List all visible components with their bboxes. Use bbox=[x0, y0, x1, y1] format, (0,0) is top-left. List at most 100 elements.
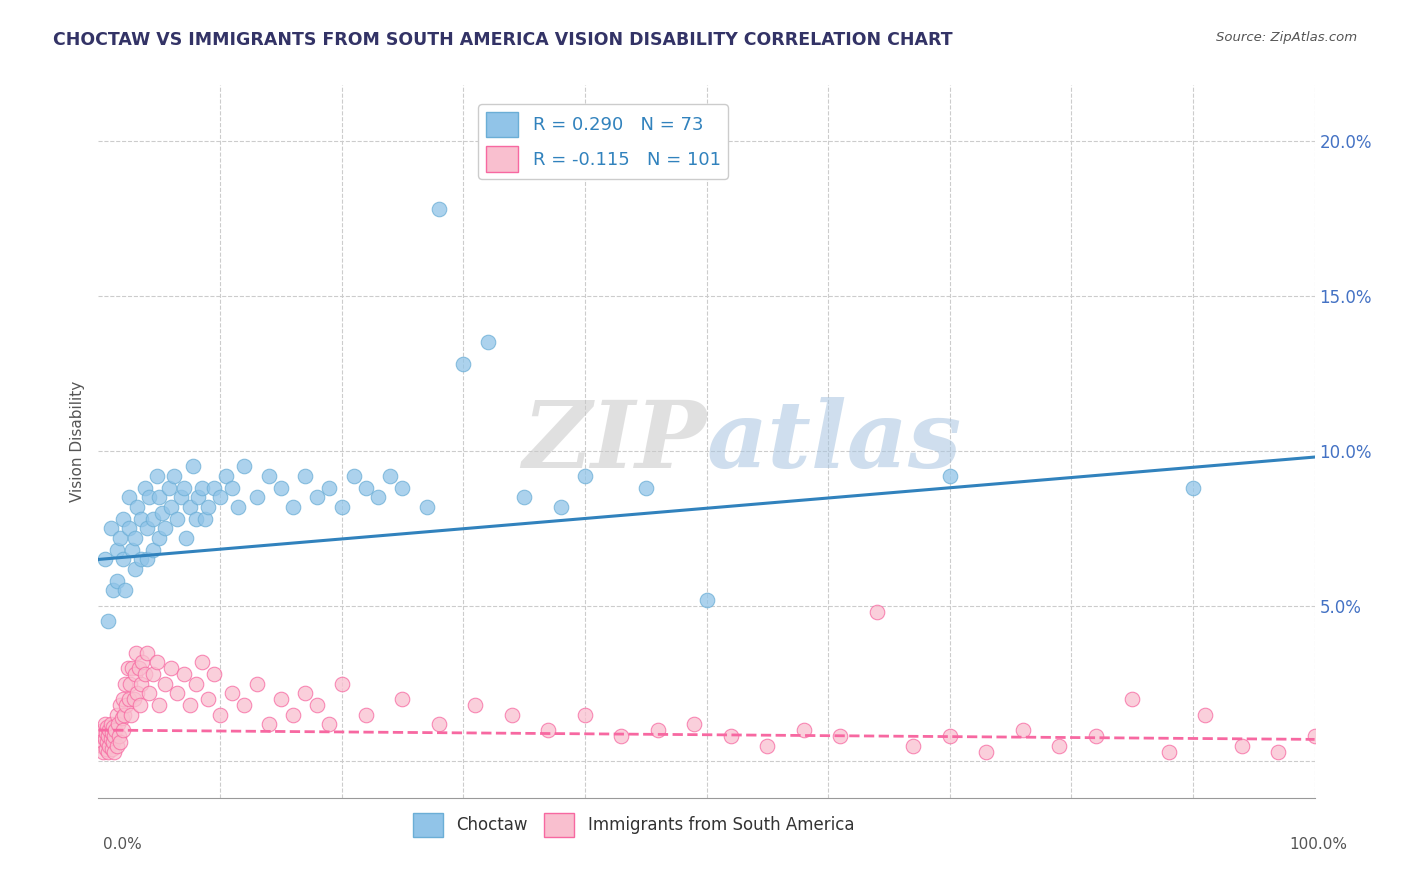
Point bbox=[181, 459, 204, 474]
Point bbox=[97, 615, 120, 629]
Text: Source: ZipAtlas.com: Source: ZipAtlas.com bbox=[1216, 31, 1357, 45]
Point bbox=[124, 562, 146, 576]
Text: atlas: atlas bbox=[707, 397, 962, 486]
Point bbox=[294, 686, 316, 700]
Point bbox=[696, 592, 718, 607]
Point bbox=[513, 491, 536, 505]
Point bbox=[103, 745, 125, 759]
Point bbox=[93, 732, 115, 747]
Point bbox=[94, 741, 117, 756]
Point bbox=[793, 723, 815, 737]
Point bbox=[1121, 692, 1143, 706]
Point bbox=[501, 707, 523, 722]
Point bbox=[939, 729, 962, 743]
Point bbox=[131, 655, 153, 669]
Point bbox=[100, 732, 122, 747]
Text: ZIP: ZIP bbox=[522, 397, 707, 486]
Point bbox=[155, 521, 177, 535]
Point bbox=[1047, 739, 1070, 753]
Point bbox=[127, 500, 149, 514]
Point bbox=[464, 698, 486, 713]
Point bbox=[307, 491, 329, 505]
Point bbox=[1267, 745, 1289, 759]
Point bbox=[121, 543, 143, 558]
Point bbox=[391, 481, 413, 495]
Point bbox=[226, 500, 249, 514]
Point bbox=[343, 468, 366, 483]
Point bbox=[101, 726, 124, 740]
Point bbox=[91, 723, 114, 737]
Point bbox=[427, 202, 450, 216]
Point bbox=[142, 543, 165, 558]
Point bbox=[245, 676, 267, 690]
Point bbox=[101, 735, 124, 749]
Point bbox=[166, 512, 188, 526]
Point bbox=[294, 468, 316, 483]
Point bbox=[194, 512, 217, 526]
Point bbox=[157, 481, 180, 495]
Point bbox=[647, 723, 669, 737]
Legend: Choctaw, Immigrants from South America: Choctaw, Immigrants from South America bbox=[406, 806, 860, 844]
Point bbox=[120, 707, 142, 722]
Point bbox=[107, 717, 129, 731]
Point bbox=[114, 583, 136, 598]
Point bbox=[108, 729, 131, 743]
Point bbox=[318, 481, 340, 495]
Point bbox=[281, 500, 304, 514]
Point bbox=[146, 655, 169, 669]
Point bbox=[124, 667, 146, 681]
Point bbox=[160, 661, 183, 675]
Point bbox=[179, 500, 201, 514]
Point bbox=[103, 729, 125, 743]
Point bbox=[146, 468, 169, 483]
Point bbox=[96, 735, 118, 749]
Point bbox=[574, 468, 596, 483]
Point bbox=[634, 481, 657, 495]
Point bbox=[112, 707, 135, 722]
Point bbox=[111, 723, 134, 737]
Point bbox=[127, 686, 149, 700]
Point bbox=[93, 552, 115, 566]
Point bbox=[91, 745, 114, 759]
Point bbox=[163, 468, 186, 483]
Point bbox=[138, 686, 160, 700]
Point bbox=[129, 552, 152, 566]
Point bbox=[129, 512, 152, 526]
Point bbox=[477, 335, 499, 350]
Point bbox=[574, 707, 596, 722]
Point bbox=[110, 711, 132, 725]
Point bbox=[202, 481, 225, 495]
Point bbox=[197, 500, 219, 514]
Point bbox=[1182, 481, 1205, 495]
Point bbox=[100, 521, 122, 535]
Point bbox=[118, 676, 141, 690]
Point bbox=[537, 723, 560, 737]
Point bbox=[391, 692, 413, 706]
Point bbox=[416, 500, 439, 514]
Point bbox=[191, 481, 214, 495]
Point bbox=[233, 698, 256, 713]
Point bbox=[903, 739, 925, 753]
Y-axis label: Vision Disability: Vision Disability bbox=[69, 381, 84, 502]
Point bbox=[111, 512, 134, 526]
Point bbox=[307, 698, 329, 713]
Point bbox=[170, 491, 193, 505]
Point bbox=[148, 491, 170, 505]
Point bbox=[91, 739, 114, 753]
Point bbox=[98, 739, 121, 753]
Point bbox=[148, 698, 170, 713]
Point bbox=[330, 500, 353, 514]
Point bbox=[136, 521, 159, 535]
Point bbox=[96, 720, 118, 734]
Point bbox=[683, 717, 706, 731]
Point bbox=[427, 717, 450, 731]
Point bbox=[101, 583, 124, 598]
Point bbox=[136, 646, 159, 660]
Point bbox=[118, 491, 141, 505]
Point bbox=[97, 745, 120, 759]
Point bbox=[148, 531, 170, 545]
Point bbox=[453, 357, 475, 371]
Point bbox=[98, 723, 121, 737]
Point bbox=[128, 661, 150, 675]
Point bbox=[173, 667, 195, 681]
